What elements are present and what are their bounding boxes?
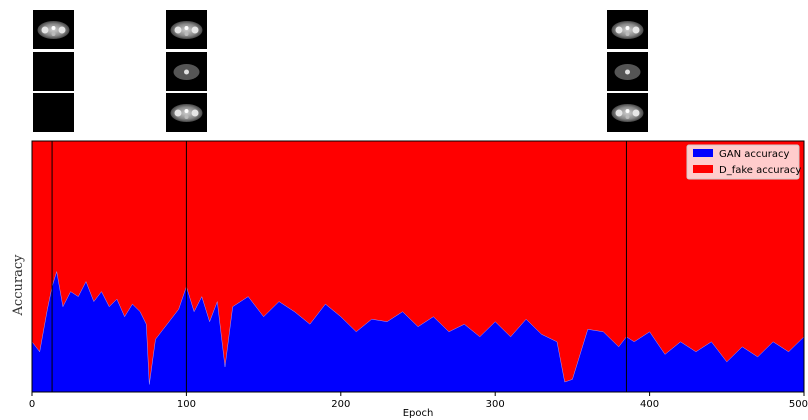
epoch-markers bbox=[51, 141, 627, 392]
legend-swatch-gan bbox=[693, 149, 713, 157]
thumbnail-scan bbox=[607, 93, 648, 132]
x-axis-ticks: 0 100 200 300 400 500 bbox=[29, 392, 808, 410]
x-tick-label: 300 bbox=[486, 399, 505, 410]
legend-swatch-dfake bbox=[693, 165, 713, 173]
thumbnail-scan bbox=[166, 93, 207, 132]
x-tick-label: 200 bbox=[331, 399, 350, 410]
legend-label-dfake: D_fake accuracy bbox=[719, 165, 801, 176]
y-axis-title: Accuracy bbox=[11, 254, 26, 317]
thumbnail-scan bbox=[607, 10, 648, 49]
legend-box bbox=[686, 144, 800, 180]
plot-frame bbox=[31, 140, 805, 393]
x-tick-label: 100 bbox=[177, 399, 196, 410]
thumbnail-blank bbox=[33, 93, 74, 132]
plot-area bbox=[32, 141, 804, 392]
x-tick-label: 400 bbox=[640, 399, 659, 410]
thumbnail-scan-dim bbox=[607, 52, 648, 91]
thumbnail-scan bbox=[33, 10, 74, 49]
x-tick-label: 0 bbox=[29, 399, 35, 410]
sample-thumbnails bbox=[33, 10, 648, 132]
gan-accuracy-area bbox=[32, 271, 804, 392]
thumbnail-blank bbox=[33, 52, 74, 91]
thumbnail-scan-dim bbox=[166, 52, 207, 91]
legend-label-gan: GAN accuracy bbox=[719, 149, 789, 160]
x-tick-label: 500 bbox=[789, 399, 808, 410]
x-axis-title: Epoch bbox=[403, 408, 434, 419]
legend: GAN accuracy D_fake accuracy bbox=[686, 144, 801, 180]
thumbnail-scan bbox=[166, 10, 207, 49]
